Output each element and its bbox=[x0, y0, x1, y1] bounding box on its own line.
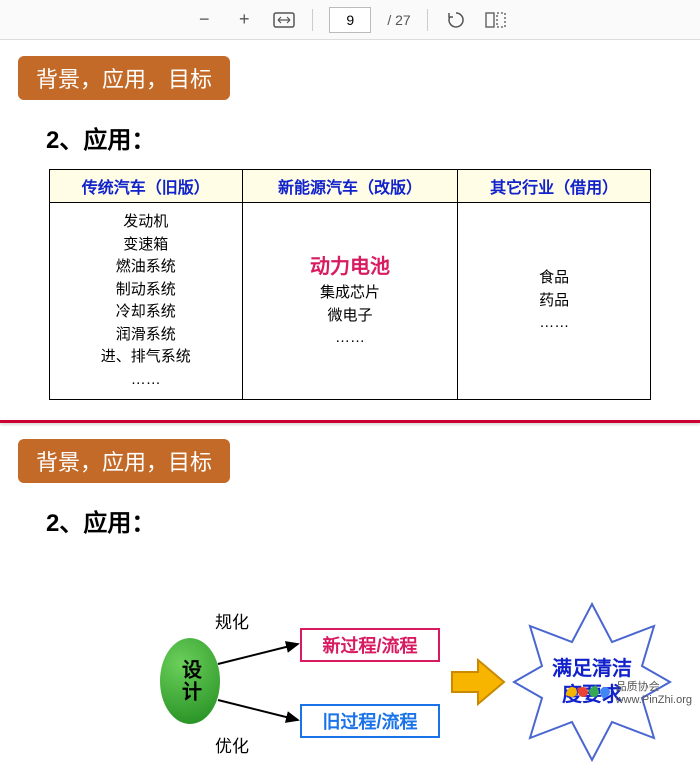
cell-traditional: 发动机 变速箱 燃油系统 制动系统 冷却系统 润滑系统 进、排气系统 …… bbox=[50, 203, 243, 400]
label-youhua: 优化 bbox=[215, 732, 249, 757]
cell-other: 食品 药品 …… bbox=[458, 203, 651, 400]
zoom-out-button[interactable]: − bbox=[192, 8, 216, 32]
page-layout-button[interactable] bbox=[484, 8, 508, 32]
col-header-traditional: 传统汽车（旧版） bbox=[50, 170, 243, 203]
table-header-row: 传统汽车（旧版） 新能源汽车（改版） 其它行业（借用） bbox=[50, 170, 651, 203]
slide1-header-tab: 背景，应用，目标 bbox=[18, 56, 230, 100]
cell-newenergy: 动力电池 集成芯片 微电子 …… bbox=[242, 203, 458, 400]
label-guihua: 规化 bbox=[215, 608, 249, 633]
page-total-label: / 27 bbox=[387, 12, 410, 28]
slide-1: 背景，应用，目标 2、应用： 传统汽车（旧版） 新能源汽车（改版） 其它行业（借… bbox=[0, 40, 700, 400]
old-process-box: 旧过程/流程 bbox=[300, 704, 440, 738]
zoom-in-button[interactable]: + bbox=[232, 8, 256, 32]
table-body-row: 发动机 变速箱 燃油系统 制动系统 冷却系统 润滑系统 进、排气系统 …… 动力… bbox=[50, 203, 651, 400]
fit-width-button[interactable] bbox=[272, 8, 296, 32]
col-header-newenergy: 新能源汽车（改版） bbox=[242, 170, 458, 203]
watermark-line1: 品质协会 bbox=[616, 678, 692, 694]
page-number-input[interactable] bbox=[329, 7, 371, 33]
pdf-toolbar: − + / 27 bbox=[0, 0, 700, 40]
watermark-logo-icon bbox=[567, 687, 610, 697]
big-arrow-icon bbox=[450, 654, 506, 710]
design-oval: 设计 bbox=[160, 638, 220, 724]
process-diagram: 设计 规化 优化 新过程/流程 旧过程/流程 满足清洁度要求 bbox=[0, 552, 700, 752]
new-process-box: 新过程/流程 bbox=[300, 628, 440, 662]
toolbar-separator bbox=[312, 9, 313, 31]
highlight-battery: 动力电池 bbox=[247, 252, 454, 282]
slide2-section-title: 2、应用： bbox=[46, 503, 700, 538]
slide2-header-tab: 背景，应用，目标 bbox=[18, 439, 230, 483]
watermark-line2: www.PinZhi.org bbox=[616, 694, 692, 706]
watermark: 品质协会 www.PinZhi.org bbox=[567, 678, 692, 706]
application-table: 传统汽车（旧版） 新能源汽车（改版） 其它行业（借用） 发动机 变速箱 燃油系统… bbox=[49, 169, 651, 400]
rotate-button[interactable] bbox=[444, 8, 468, 32]
col-header-other: 其它行业（借用） bbox=[458, 170, 651, 203]
slide1-section-title: 2、应用： bbox=[46, 120, 700, 155]
toolbar-separator bbox=[427, 9, 428, 31]
